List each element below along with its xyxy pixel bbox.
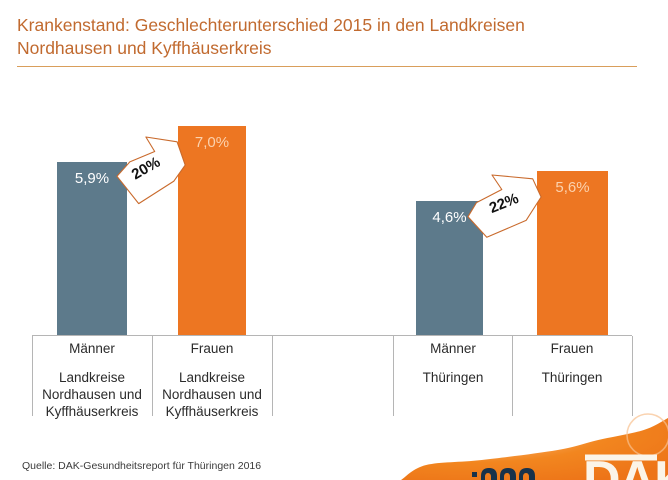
svg-text:DAK: DAK [583, 451, 668, 480]
